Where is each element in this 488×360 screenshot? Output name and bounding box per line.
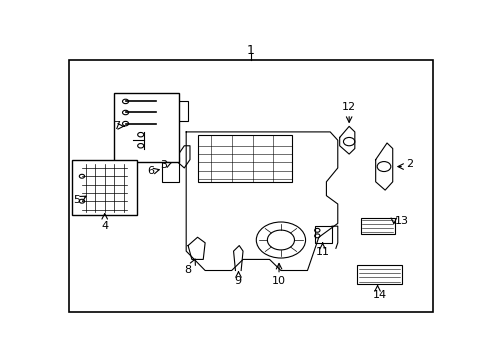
Text: 8: 8 — [184, 265, 191, 275]
Text: 2: 2 — [405, 159, 412, 169]
Bar — [114, 93, 178, 162]
Bar — [161, 157, 178, 182]
Text: 3: 3 — [160, 160, 167, 170]
Bar — [356, 265, 401, 284]
Bar — [360, 218, 394, 234]
Bar — [97, 190, 112, 201]
Text: 5: 5 — [73, 195, 80, 205]
Text: 13: 13 — [394, 216, 408, 226]
Bar — [197, 135, 292, 182]
Text: 7: 7 — [113, 121, 120, 131]
Text: 1: 1 — [246, 44, 254, 57]
Bar — [163, 157, 176, 161]
Text: 9: 9 — [233, 276, 241, 286]
Bar — [167, 102, 188, 121]
Text: 10: 10 — [271, 276, 285, 286]
Text: 12: 12 — [342, 103, 355, 112]
Text: 11: 11 — [315, 247, 329, 257]
Text: 6: 6 — [147, 166, 154, 176]
Bar — [314, 226, 331, 243]
Text: 14: 14 — [372, 290, 386, 300]
Text: 4: 4 — [101, 221, 108, 231]
Bar — [72, 159, 137, 215]
